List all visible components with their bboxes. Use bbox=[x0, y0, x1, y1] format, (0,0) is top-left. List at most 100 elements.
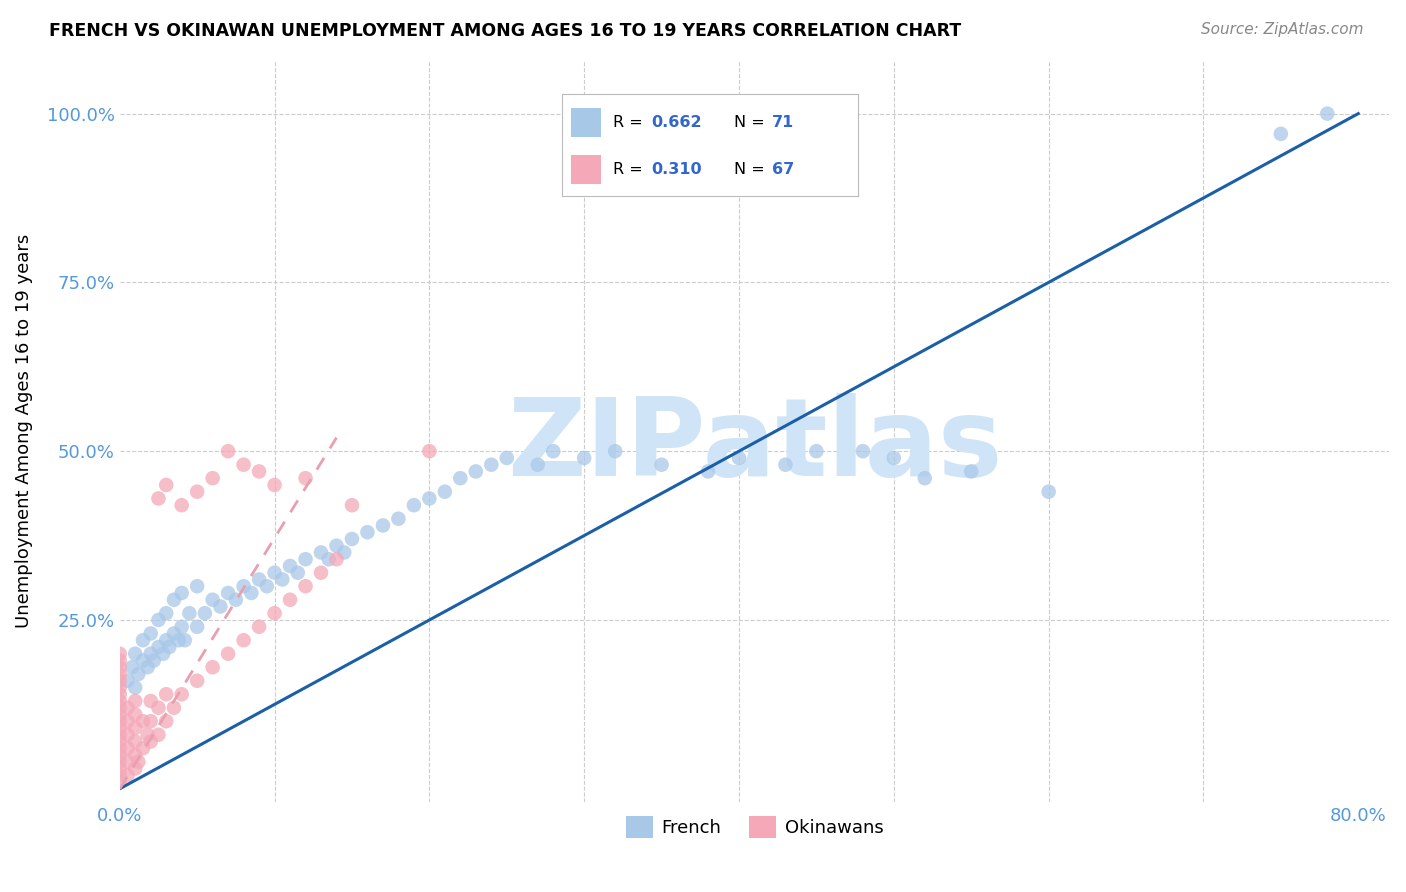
Point bbox=[108, 775, 131, 789]
Point bbox=[194, 606, 217, 620]
Point bbox=[132, 633, 155, 648]
Point bbox=[572, 450, 595, 465]
Point bbox=[139, 714, 162, 729]
Point bbox=[960, 465, 983, 479]
Point bbox=[127, 667, 149, 681]
Point bbox=[170, 620, 193, 634]
Point bbox=[418, 491, 440, 506]
Point bbox=[124, 681, 146, 695]
Point bbox=[170, 586, 193, 600]
Point bbox=[371, 518, 394, 533]
Text: 71: 71 bbox=[772, 115, 794, 130]
Point bbox=[541, 444, 564, 458]
Point bbox=[697, 465, 720, 479]
Point bbox=[108, 747, 131, 762]
Point bbox=[108, 681, 131, 695]
Point bbox=[309, 545, 332, 559]
Point bbox=[108, 734, 131, 748]
Point bbox=[108, 694, 131, 708]
Point bbox=[294, 552, 316, 566]
Point bbox=[155, 633, 177, 648]
Point bbox=[479, 458, 502, 472]
Point bbox=[163, 700, 186, 714]
Point bbox=[449, 471, 471, 485]
Point bbox=[155, 687, 177, 701]
Point bbox=[155, 714, 177, 729]
Point bbox=[294, 471, 316, 485]
Point bbox=[278, 592, 301, 607]
Point bbox=[136, 660, 159, 674]
Point bbox=[201, 592, 224, 607]
Point bbox=[232, 458, 254, 472]
Text: N =: N = bbox=[734, 115, 769, 130]
Point bbox=[108, 700, 131, 714]
Point bbox=[402, 498, 425, 512]
Point bbox=[232, 633, 254, 648]
Text: ZIPatlas: ZIPatlas bbox=[506, 392, 1002, 499]
Point bbox=[263, 606, 285, 620]
Point bbox=[232, 579, 254, 593]
Point bbox=[117, 768, 139, 782]
Point bbox=[139, 647, 162, 661]
Point bbox=[294, 579, 316, 593]
Point bbox=[124, 694, 146, 708]
Point bbox=[247, 620, 270, 634]
Point bbox=[201, 660, 224, 674]
Point bbox=[108, 687, 131, 701]
Point bbox=[186, 579, 208, 593]
Point bbox=[186, 620, 208, 634]
Point bbox=[526, 458, 548, 472]
Text: R =: R = bbox=[613, 162, 648, 178]
Point bbox=[142, 653, 165, 667]
Point bbox=[139, 694, 162, 708]
Point bbox=[124, 747, 146, 762]
Point bbox=[121, 660, 143, 674]
Point bbox=[132, 741, 155, 756]
Point bbox=[148, 640, 170, 654]
Point bbox=[124, 721, 146, 735]
Point bbox=[883, 450, 905, 465]
Point bbox=[108, 741, 131, 756]
FancyBboxPatch shape bbox=[571, 155, 600, 184]
Y-axis label: Unemployment Among Ages 16 to 19 years: Unemployment Among Ages 16 to 19 years bbox=[15, 234, 32, 628]
Point bbox=[132, 653, 155, 667]
Point bbox=[148, 613, 170, 627]
Point bbox=[108, 768, 131, 782]
Point bbox=[1038, 484, 1060, 499]
Point bbox=[117, 728, 139, 742]
Point bbox=[163, 626, 186, 640]
Point bbox=[217, 586, 239, 600]
Point bbox=[217, 647, 239, 661]
Point bbox=[309, 566, 332, 580]
Point bbox=[247, 465, 270, 479]
Point bbox=[201, 471, 224, 485]
Point bbox=[325, 552, 347, 566]
Point bbox=[124, 762, 146, 776]
Point bbox=[155, 478, 177, 492]
Point bbox=[139, 734, 162, 748]
Legend: French, Okinawans: French, Okinawans bbox=[619, 809, 890, 846]
Point bbox=[139, 626, 162, 640]
Point bbox=[256, 579, 278, 593]
Point bbox=[1316, 106, 1339, 120]
Point bbox=[108, 755, 131, 769]
Point bbox=[108, 673, 131, 688]
Point bbox=[356, 525, 378, 540]
Point bbox=[318, 552, 340, 566]
Point bbox=[179, 606, 201, 620]
Point bbox=[124, 647, 146, 661]
Point bbox=[225, 592, 247, 607]
Text: N =: N = bbox=[734, 162, 769, 178]
Point bbox=[152, 647, 174, 661]
Point bbox=[914, 471, 936, 485]
Point bbox=[278, 558, 301, 573]
FancyBboxPatch shape bbox=[571, 108, 600, 136]
Point bbox=[108, 660, 131, 674]
Point bbox=[148, 728, 170, 742]
Point bbox=[170, 498, 193, 512]
Point bbox=[852, 444, 875, 458]
Point bbox=[217, 444, 239, 458]
Point bbox=[117, 714, 139, 729]
Point bbox=[108, 647, 131, 661]
Point bbox=[136, 728, 159, 742]
